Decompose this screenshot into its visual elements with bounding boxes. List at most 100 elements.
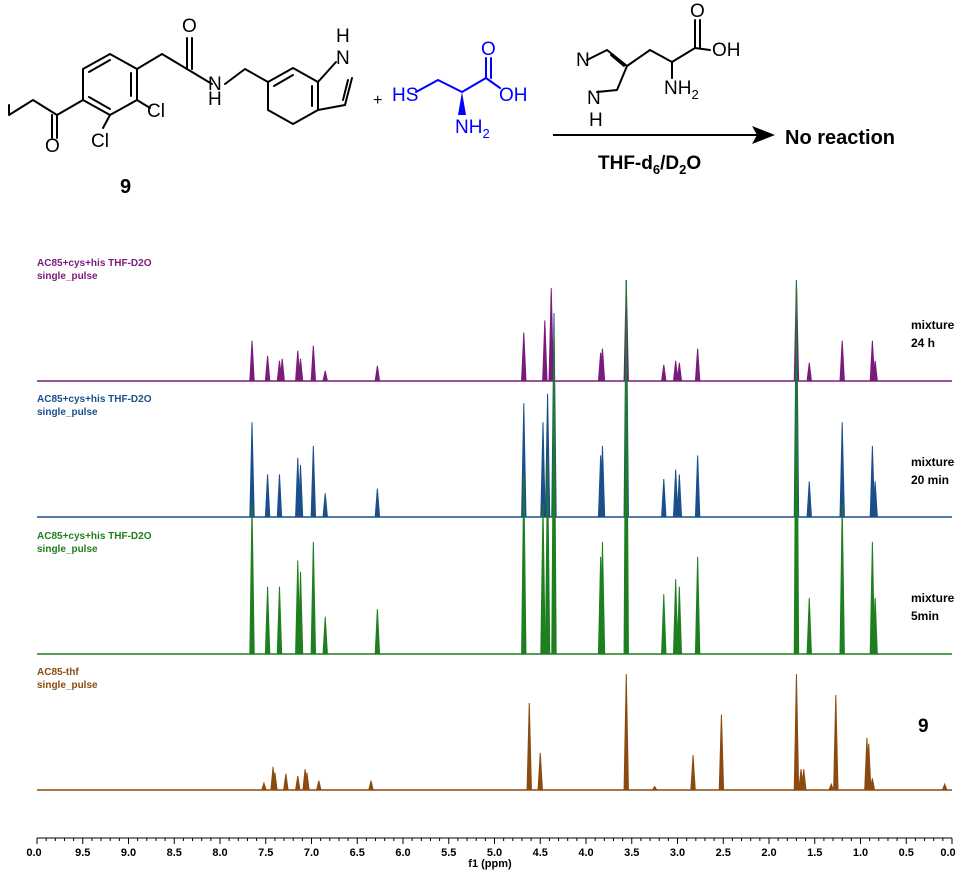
spectrum-peak xyxy=(718,714,725,791)
spectrum-peak xyxy=(599,348,606,382)
cl-label-1: Cl xyxy=(147,101,165,122)
spectrum-peak xyxy=(276,474,283,518)
spectrum-peak xyxy=(694,348,701,382)
series-name-label: AC85+cys+his THF-D2O xyxy=(37,394,152,405)
spectrum-peak xyxy=(866,743,872,791)
spectrum-series-3 xyxy=(37,279,952,655)
spectrum-peak xyxy=(264,355,271,382)
spectrum-peak xyxy=(676,474,683,518)
cl-label-2: Cl xyxy=(91,131,109,152)
spectrum-peak xyxy=(694,556,701,655)
cysteine-wedge xyxy=(458,92,466,115)
series-annotation-time: 24 h xyxy=(911,336,935,350)
cysteine-atoms: HS O OH NH2 xyxy=(392,39,528,141)
compound-9-number: 9 xyxy=(120,176,131,198)
spectrum-peak xyxy=(869,541,876,655)
x-tick-label: 0.0 xyxy=(940,847,955,859)
his-n2-label: N xyxy=(587,88,601,109)
spectrum-peak xyxy=(661,479,667,518)
his-n1-label: N xyxy=(576,50,590,71)
spectrum-peak xyxy=(869,778,876,791)
reaction-arrow-head xyxy=(752,126,775,144)
spectrum-peak xyxy=(806,481,812,518)
spectrum-peak xyxy=(806,597,812,655)
x-tick-label: 5.5 xyxy=(441,847,456,859)
spectrum-peak xyxy=(297,571,304,655)
x-axis: 0.0 9.5 9.0 8.5 8.0 7.5 7.0 6.5 6.0 5.5 5.0 4.5 4.0 3… xyxy=(26,837,956,859)
x-tick-label: 3.5 xyxy=(624,847,639,859)
spectrum-peak xyxy=(276,586,283,655)
solvent-label: THF-d6/D2O xyxy=(598,153,701,177)
spectrum-peak xyxy=(941,782,948,791)
spectrum-peak xyxy=(310,541,317,655)
spectrum-peak xyxy=(672,360,679,382)
series-annotation: mixture xyxy=(911,455,955,469)
spectrum-peak xyxy=(793,673,800,791)
his-nh2-label: NH2 xyxy=(664,78,699,102)
spectrum-peak xyxy=(599,541,606,655)
spectrum-peak xyxy=(661,364,667,382)
spectrum-peak xyxy=(542,320,548,382)
series-pulse-label: single_pulse xyxy=(37,407,98,418)
indole-n-label: N xyxy=(336,48,350,69)
spectrum-peak xyxy=(623,673,629,791)
spectrum-peak xyxy=(793,279,800,655)
spectrum-peak xyxy=(661,594,667,655)
spectrum-peak xyxy=(672,469,679,518)
his-h-label: H xyxy=(589,110,603,131)
spectrum-peak xyxy=(310,445,317,518)
spectrum-peak xyxy=(551,332,557,655)
spectrum-peak xyxy=(264,474,271,518)
spectrum-peak xyxy=(310,345,317,382)
spectrum-peak xyxy=(540,422,546,518)
x-tick-label: 8.0 xyxy=(212,847,227,859)
series-annotation: 9 xyxy=(918,716,929,737)
spectrum-peak xyxy=(521,332,527,382)
spectrum-peak xyxy=(322,493,328,518)
compound-9-skeleton xyxy=(8,37,353,139)
plus-sign: + xyxy=(373,92,382,109)
spectrum-peak xyxy=(249,504,255,655)
spectrum-peak xyxy=(294,776,301,791)
indole-h-label: H xyxy=(336,26,350,47)
carbonyl-o-label: O xyxy=(182,16,197,37)
cys-o-label: O xyxy=(481,39,496,60)
x-tick-label: 2.0 xyxy=(761,847,776,859)
spectrum-peak xyxy=(872,481,878,518)
spectrum-peak xyxy=(322,370,329,382)
series-annotation-time: 20 min xyxy=(911,473,949,487)
x-tick-label: 9.5 xyxy=(75,847,90,859)
spectrum-peak xyxy=(839,340,845,382)
histidine-skeleton xyxy=(586,19,711,93)
cys-nh2-label: NH2 xyxy=(455,117,490,141)
x-tick-label: 2.5 xyxy=(716,847,731,859)
series-pulse-label: single_pulse xyxy=(37,271,98,282)
spectrum-peak xyxy=(839,504,845,655)
spectrum-peak xyxy=(548,288,554,382)
x-tick-label: 6.0 xyxy=(395,847,410,859)
spectra-traces xyxy=(37,279,952,791)
compound-9-atoms: O O N H Cl Cl N H 9 xyxy=(45,16,350,198)
histidine-atoms: N N H O OH NH2 xyxy=(576,1,741,131)
spectrum-peak xyxy=(249,340,255,382)
x-axis-label: f1 (ppm) xyxy=(468,858,512,870)
ketone-o-label: O xyxy=(45,136,60,157)
series-pulse-label: single_pulse xyxy=(37,680,98,691)
amide-h-label: H xyxy=(208,89,222,110)
spectrum-peak xyxy=(374,609,381,655)
x-tick-label: 1.0 xyxy=(853,847,868,859)
spectrum-peak xyxy=(261,781,267,791)
spectrum-peak xyxy=(676,586,683,655)
x-tick-label: 1.5 xyxy=(807,847,822,859)
x-tick-label: 0.0 xyxy=(26,847,41,859)
x-tick-label: 5.0 xyxy=(487,847,502,859)
series-annotation-time: 5min xyxy=(911,609,939,623)
spectrum-peak xyxy=(869,340,876,382)
spectrum-peak xyxy=(374,488,381,518)
spectra-labels: AC85+cys+his THF-D2Osingle_pulsemixture2… xyxy=(37,258,955,737)
spectrum-peak xyxy=(374,365,381,382)
spectrum-peak xyxy=(672,579,679,655)
spectrum-peak xyxy=(537,752,543,791)
spectrum-peak xyxy=(368,780,374,791)
